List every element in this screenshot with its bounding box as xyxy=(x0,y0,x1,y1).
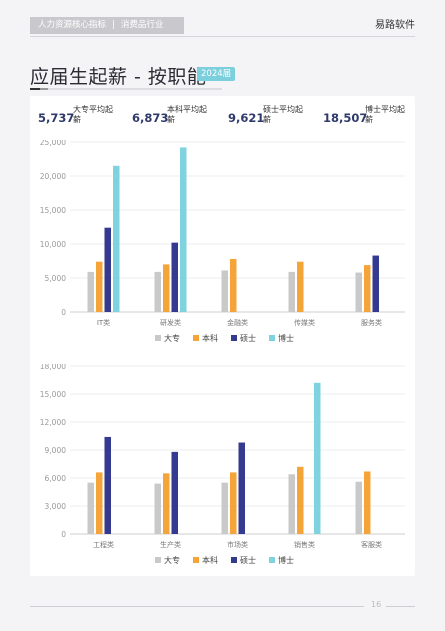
stat-label: 大专平均起薪 xyxy=(73,105,113,124)
bar-1-3 xyxy=(180,147,187,312)
stat-value: 6,873 xyxy=(132,111,169,125)
stat-label: 本科平均起薪 xyxy=(167,105,207,124)
bar-0-1 xyxy=(96,472,103,534)
y-tick-label: 6,000 xyxy=(45,474,67,483)
legend-swatch xyxy=(193,557,199,563)
brand-name: 易路软件 xyxy=(375,20,415,31)
y-tick-label: 20,000 xyxy=(40,172,66,181)
x-tick-label: 研发类 xyxy=(160,318,181,327)
x-tick-label: IT类 xyxy=(97,318,110,327)
year-badge: 2024届 xyxy=(197,67,236,81)
x-tick-label: 生产类 xyxy=(160,540,181,549)
bar-0-0 xyxy=(87,482,94,534)
y-tick-label: 12,000 xyxy=(40,418,66,427)
section-tag: 人力资源核心指标 | 消费品行业 xyxy=(30,17,184,34)
x-tick-label: 销售类 xyxy=(294,540,315,549)
legend-label: 本科 xyxy=(202,555,218,565)
legend-label: 大专 xyxy=(164,555,180,565)
header-divider xyxy=(30,36,415,37)
salary-chart-2: 0 3,000 6,000 9,000 12,000 15,000 18,000 工程类 生产类… xyxy=(40,364,405,565)
legend-swatch xyxy=(155,557,161,563)
y-tick-label: 25,000 xyxy=(40,140,66,147)
title-underline-secondary xyxy=(40,88,48,90)
bar-0-2 xyxy=(104,227,111,312)
stat-value: 5,737 xyxy=(38,111,75,125)
bar-4-2 xyxy=(372,255,379,312)
y-tick-label: 10,000 xyxy=(40,240,66,249)
bar-1-1 xyxy=(163,473,170,534)
title-underline-accent xyxy=(30,88,40,90)
y-tick-label: 15,000 xyxy=(40,206,66,215)
bar-3-3 xyxy=(314,382,321,534)
y-tick-label: 15,000 xyxy=(40,390,66,399)
footer-divider-right xyxy=(386,606,415,607)
bar-3-0 xyxy=(288,474,295,534)
legend-swatch xyxy=(155,335,161,341)
stat-label: 硕士平均起薪 xyxy=(263,105,303,124)
x-tick-label: 服务类 xyxy=(361,318,382,327)
x-tick-label: 市场类 xyxy=(227,540,248,549)
legend-label: 硕士 xyxy=(240,333,256,343)
y-tick-label: 3,000 xyxy=(45,502,67,511)
y-tick-label: 0 xyxy=(61,308,66,317)
bar-4-0 xyxy=(355,481,362,534)
stat-value: 18,507 xyxy=(323,111,368,125)
stat-associate: 5,737 大专平均起薪 xyxy=(38,104,133,130)
bar-3-1 xyxy=(297,261,304,312)
bar-2-2 xyxy=(238,442,245,534)
stat-label: 博士平均起薪 xyxy=(365,105,405,124)
bar-0-1 xyxy=(96,261,103,312)
bar-0-2 xyxy=(104,436,111,534)
bar-2-0 xyxy=(221,270,228,312)
legend-swatch xyxy=(193,335,199,341)
legend-swatch xyxy=(269,335,275,341)
page-number: 16 xyxy=(371,600,382,609)
stat-master: 9,621 硕士平均起薪 xyxy=(228,104,323,130)
chart-card: 5,737 大专平均起薪 6,873 本科平均起薪 9,621 硕士平均起薪 1… xyxy=(30,96,415,576)
section-tag-left: 人力资源核心指标 xyxy=(38,20,107,30)
legend-label: 博士 xyxy=(278,555,294,565)
page-header: 人力资源核心指标 | 消费品行业 易路软件 xyxy=(0,15,445,37)
bar-2-1 xyxy=(230,258,237,312)
x-tick-label: 金融类 xyxy=(227,318,248,327)
bar-1-0 xyxy=(154,271,161,312)
bar-3-0 xyxy=(288,271,295,312)
bar-2-1 xyxy=(230,472,237,534)
bar-0-0 xyxy=(87,271,94,312)
bar-4-0 xyxy=(355,272,362,312)
stat-doctor: 18,507 博士平均起薪 xyxy=(323,104,418,130)
bar-2-0 xyxy=(221,482,228,534)
stat-value: 9,621 xyxy=(228,111,265,125)
legend-swatch xyxy=(231,335,237,341)
bar-1-0 xyxy=(154,483,161,534)
y-tick-label: 9,000 xyxy=(45,446,67,455)
bar-4-1 xyxy=(364,265,371,312)
y-tick-label: 18,000 xyxy=(40,364,66,371)
bar-1-1 xyxy=(163,264,170,312)
legend-swatch xyxy=(231,557,237,563)
legend-label: 硕士 xyxy=(240,555,256,565)
y-tick-label: 0 xyxy=(61,530,66,539)
x-tick-label: 工程类 xyxy=(93,540,114,549)
footer-divider-left xyxy=(30,606,364,607)
bar-4-1 xyxy=(364,471,371,534)
bar-3-1 xyxy=(297,466,304,534)
bar-0-3 xyxy=(113,165,120,312)
legend-label: 本科 xyxy=(202,333,218,343)
bar-1-2 xyxy=(171,242,178,312)
legend-swatch xyxy=(269,557,275,563)
title-underline xyxy=(30,88,222,90)
legend-label: 大专 xyxy=(164,333,180,343)
stat-bachelor: 6,873 本科平均起薪 xyxy=(132,104,227,130)
y-tick-label: 5,000 xyxy=(45,274,67,283)
legend-label: 博士 xyxy=(278,333,294,343)
section-tag-separator: | xyxy=(112,20,115,30)
section-tag-right: 消费品行业 xyxy=(120,20,164,30)
bar-1-2 xyxy=(171,451,178,534)
salary-chart-1: 0 5,000 10,000 15,000 20,000 25,000 IT类 研发类 金融类 传… xyxy=(40,140,405,343)
x-tick-label: 传媒类 xyxy=(294,318,315,327)
page-title: 应届生起薪 - 按职能 xyxy=(30,66,207,88)
x-tick-label: 客服类 xyxy=(361,540,382,549)
